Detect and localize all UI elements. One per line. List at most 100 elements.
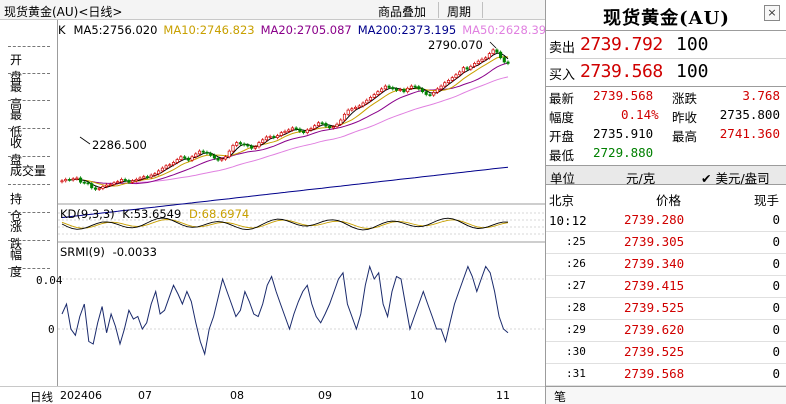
candle-body	[287, 129, 291, 132]
candle-body	[71, 178, 75, 181]
candle-body	[112, 182, 116, 185]
candle-body	[119, 179, 124, 183]
date-tick: 202406	[60, 389, 102, 402]
price-chart[interactable]: K MA5:2756.020 MA10:2746.823 MA20:2705.087 M…	[58, 20, 553, 386]
candle-body	[90, 183, 94, 189]
stat-pct-value: 0.14%	[621, 107, 659, 122]
tick-row[interactable]: :25 2739.305 0	[546, 231, 786, 253]
row-divider	[546, 231, 786, 232]
candle-body	[168, 164, 172, 167]
candle-body	[406, 87, 410, 93]
tick-row[interactable]: :27 2739.415 0	[546, 275, 786, 297]
stat-change-label: 涨跌	[672, 91, 698, 106]
srmi-name: SRMI(9)	[60, 245, 105, 259]
tick-row[interactable]: 10:12 2739.280 0	[546, 209, 786, 231]
candle-body	[142, 176, 146, 179]
stat-last-value: 2739.568	[593, 88, 654, 103]
tick-price: 2739.305	[624, 234, 685, 249]
stat-high-value: 2741.360	[719, 126, 780, 141]
period-label: 日线	[30, 390, 53, 404]
bid-row[interactable]: 买入 2739.568 100	[546, 58, 786, 85]
candle-body	[473, 63, 477, 67]
candle-body	[97, 188, 101, 190]
quote-panel: 现货黄金(AU) × 卖出 2739.792 100 买入 2739.568 1…	[545, 0, 786, 404]
period-button[interactable]: 周期	[447, 5, 472, 19]
candle-body	[257, 142, 261, 148]
kd-name: KD(9,3,3)	[60, 207, 115, 221]
candle-body	[439, 85, 443, 90]
candle-body	[131, 180, 135, 183]
candle-body	[175, 159, 179, 163]
tick-price: 2739.620	[624, 322, 685, 337]
tick-row[interactable]: :28 2739.525 0	[546, 297, 786, 319]
candle-body	[342, 113, 347, 121]
tick-price: 2739.568	[624, 366, 685, 381]
tick-time: :25	[566, 235, 586, 248]
divider	[546, 58, 786, 59]
close-icon[interactable]: ×	[764, 5, 780, 21]
candle-body	[450, 77, 454, 81]
tick-time: :30	[566, 345, 586, 358]
overlay-commodity-button[interactable]: 商品叠加	[378, 5, 427, 19]
kd-k-value: K:53.6549	[122, 207, 182, 221]
date-tick: 07	[138, 389, 152, 402]
tab-ticks[interactable]: 笔	[554, 390, 567, 404]
candle-body	[194, 153, 198, 158]
ask-row[interactable]: 卖出 2739.792 100	[546, 31, 786, 58]
unit-value: 元/克	[626, 171, 656, 186]
ma-legend-item: MA20:2705.087	[260, 23, 352, 37]
candle-body	[190, 156, 194, 161]
candle-body	[354, 106, 358, 110]
candle-body	[387, 85, 391, 88]
tick-volume: 0	[772, 366, 780, 381]
divider	[546, 86, 786, 87]
divider	[546, 30, 786, 31]
candle-body	[145, 176, 150, 178]
date-tick: 11	[496, 389, 510, 402]
tick-price: 2739.525	[624, 300, 685, 315]
tick-row[interactable]: :29 2739.620 0	[546, 319, 786, 341]
ma-legend-item: MA50:2628.392	[462, 23, 554, 37]
candle-body	[116, 181, 120, 184]
tick-row[interactable]: :31 2739.568 0	[546, 363, 786, 385]
label-volume: 成交量	[10, 164, 47, 178]
candle-body	[357, 105, 361, 108]
unit-toggle-usd-oz[interactable]: ✔ 美元/盎司	[701, 171, 770, 186]
candle-body	[276, 135, 280, 138]
row-divider	[546, 341, 786, 342]
candle-body	[212, 154, 216, 159]
candle-body	[502, 57, 506, 63]
stat-pct-label: 幅度	[549, 110, 575, 125]
tick-row[interactable]: :30 2739.525 0	[546, 341, 786, 363]
tick-row[interactable]: :26 2739.340 0	[546, 253, 786, 275]
stat-open-label: 开盘	[549, 129, 575, 144]
toolbar-divider	[482, 2, 483, 18]
tick-volume: 0	[772, 234, 780, 249]
candle-body	[409, 85, 413, 89]
candle-body	[171, 162, 176, 166]
ma-legend-item: MA200:2373.195	[357, 23, 457, 37]
tick-time: :28	[566, 301, 586, 314]
candle-body	[469, 65, 473, 70]
candle-body	[420, 88, 425, 93]
srmi-value: -0.0033	[112, 245, 157, 259]
chart-canvas[interactable]	[58, 20, 545, 386]
tick-header-time: 北京	[549, 193, 575, 208]
candle-body	[264, 136, 268, 141]
candle-body	[465, 67, 469, 70]
candle-body	[487, 53, 491, 59]
candle-body	[75, 177, 79, 180]
candle-body	[435, 88, 439, 93]
candle-body	[79, 177, 83, 183]
candle-body	[499, 51, 503, 59]
row-divider	[546, 363, 786, 364]
row-divider	[546, 275, 786, 276]
kd-k-line	[61, 217, 508, 231]
date-tick: 09	[318, 389, 332, 402]
label-divider	[8, 212, 50, 213]
srmi-y-tick-top: 0.04	[36, 274, 63, 287]
ma-legend-item: MA10:2746.823	[163, 23, 255, 37]
high-marker-line	[489, 41, 497, 49]
label-divider	[8, 240, 50, 241]
candle-body	[495, 49, 499, 53]
